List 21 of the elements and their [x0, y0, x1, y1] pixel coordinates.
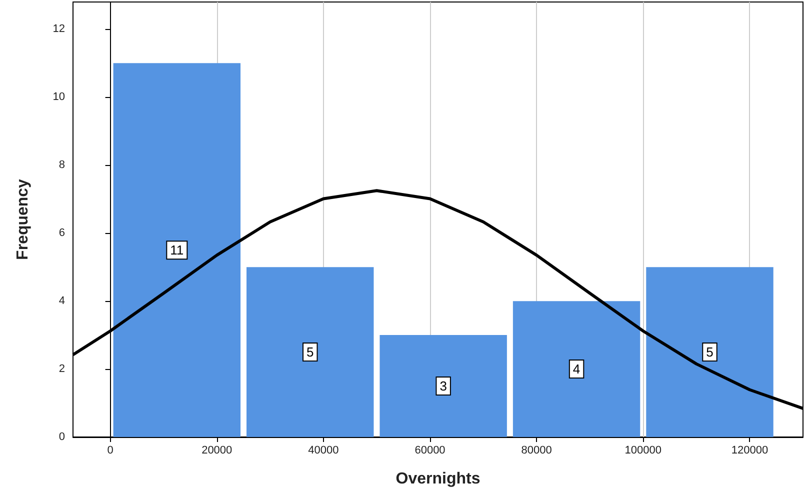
x-tick-label: 80000 — [521, 444, 552, 456]
y-axis-title: Frequency — [14, 178, 32, 260]
y-tick-label: 4 — [58, 295, 65, 308]
y-tick-label: 6 — [58, 227, 65, 240]
y-tick-label: 10 — [52, 91, 65, 104]
data-label: 5 — [706, 344, 714, 360]
y-tick-label: 12 — [52, 23, 65, 36]
x-tick-label: 20000 — [202, 444, 232, 456]
y-tick-label: 2 — [58, 363, 65, 376]
y-tick-label: 8 — [58, 159, 65, 172]
y-tick-label: 0 — [58, 431, 65, 443]
x-tick-label: 120000 — [731, 444, 768, 456]
data-label: 4 — [572, 362, 580, 377]
x-tick-label: 0 — [107, 444, 114, 456]
x-axis-title: Overnights — [396, 470, 480, 488]
x-tick-label: 100000 — [624, 444, 662, 456]
data-label: 5 — [306, 344, 314, 360]
data-label: 3 — [440, 378, 447, 394]
x-tick-label: 40000 — [308, 444, 339, 456]
data-label: 11 — [170, 242, 184, 258]
x-tick-label: 60000 — [414, 444, 446, 456]
